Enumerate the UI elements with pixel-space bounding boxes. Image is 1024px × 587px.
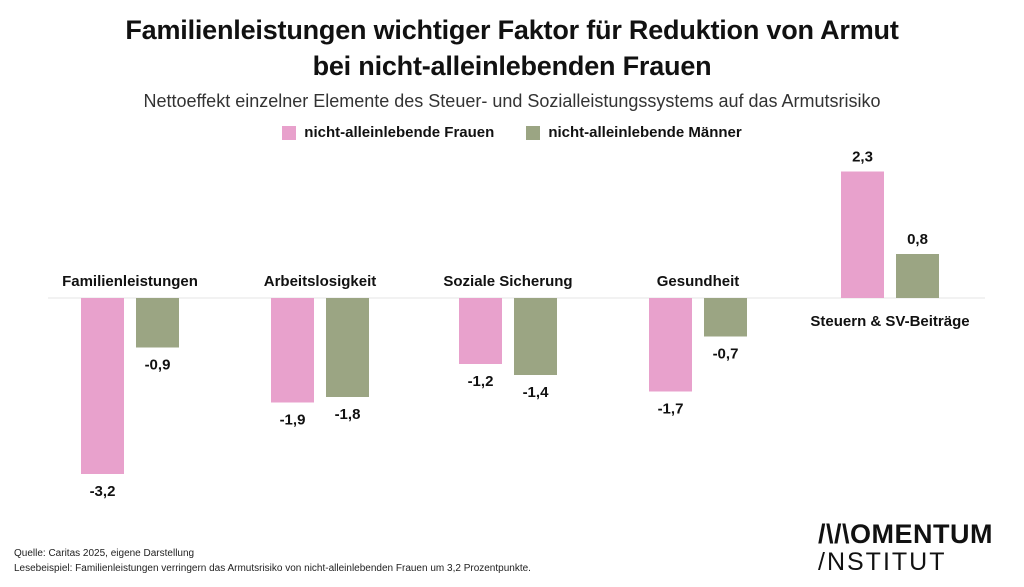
legend-swatch-men — [526, 125, 541, 140]
source-note: Quelle: Caritas 2025, eigene Darstellung… — [14, 546, 531, 576]
data-label: -1,4 — [523, 384, 550, 401]
legend-label-women: nicht-alleinlebende Frauen — [304, 124, 495, 141]
data-label: -0,9 — [145, 357, 171, 374]
source-text: Quelle: Caritas 2025, eigene Darstellung — [14, 548, 195, 559]
chart-subtitle: Nettoeffekt einzelner Elemente des Steue… — [143, 91, 881, 111]
legend-item-men: nicht-alleinlebende Männer — [526, 124, 742, 141]
chart-title-line-2: bei nicht-alleinlebenden Frauen — [312, 51, 712, 81]
category-label: Familienleistungen — [62, 273, 198, 290]
bar-women — [271, 298, 314, 403]
logo-line-2: /NSTITUT — [818, 548, 947, 576]
bar-men — [136, 298, 179, 348]
data-label: -0,7 — [713, 346, 739, 363]
bar-women — [459, 298, 502, 364]
category-label: Steuern & SV-Beiträge — [810, 313, 969, 330]
logo-line-1: /\/\OMENTUM — [818, 519, 993, 549]
legend-label-men: nicht-alleinlebende Männer — [548, 124, 742, 141]
data-label: -1,9 — [280, 412, 306, 429]
category-label: Soziale Sicherung — [443, 273, 572, 290]
legend-swatch-women — [282, 125, 297, 140]
data-label: -1,2 — [468, 373, 494, 390]
category-label: Arbeitslosigkeit — [264, 273, 377, 290]
chart-title: Familienleistungen wichtiger Faktor für … — [0, 12, 1024, 84]
bar-men — [896, 254, 939, 298]
data-label: -3,2 — [90, 483, 116, 500]
legend: nicht-alleinlebende Frauen nicht-alleinl… — [0, 124, 1024, 141]
reading-example-text: Lesebeispiel: Familienleistungen verring… — [14, 563, 531, 574]
bar-women — [841, 171, 884, 298]
momentum-institut-logo: /\/\OMENTUM /NSTITUT — [818, 520, 1018, 576]
bar-men — [514, 298, 557, 375]
chart-title-line-1: Familienleistungen wichtiger Faktor für … — [125, 15, 899, 45]
bar-men — [704, 298, 747, 337]
data-label: 0,8 — [907, 231, 928, 248]
category-label: Gesundheit — [657, 273, 740, 290]
legend-item-women: nicht-alleinlebende Frauen — [282, 124, 494, 141]
bar-women — [81, 298, 124, 474]
bar-men — [326, 298, 369, 397]
bar-women — [649, 298, 692, 392]
data-label: -1,8 — [335, 406, 361, 423]
data-label: -1,7 — [658, 401, 684, 418]
data-label: 2,3 — [852, 149, 873, 166]
